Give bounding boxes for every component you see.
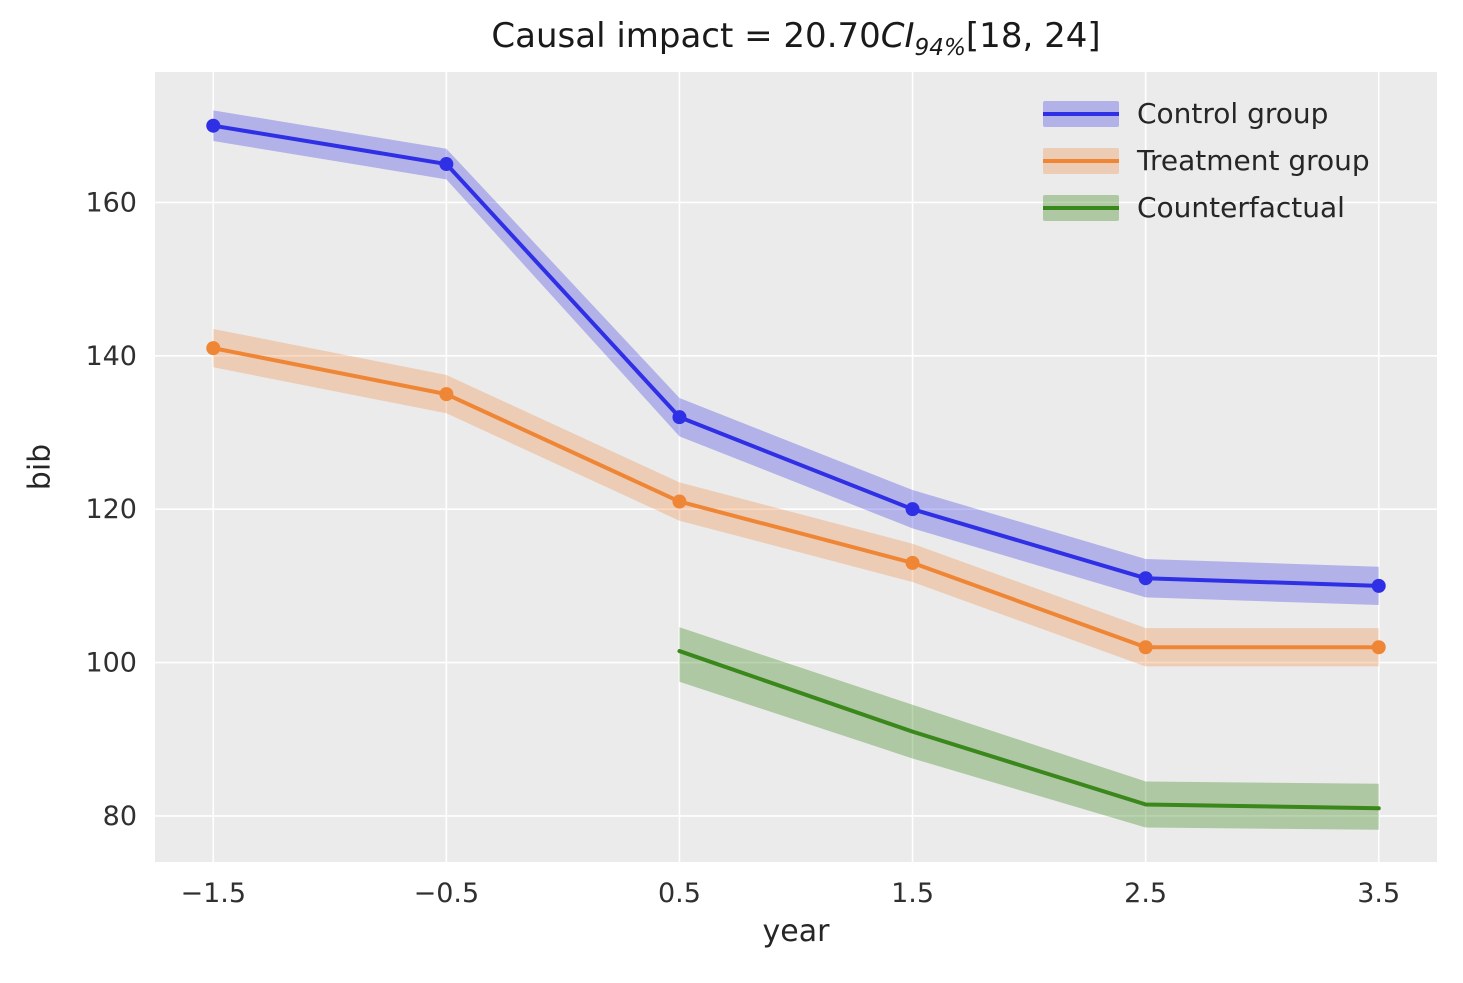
- data-point-control-group: [905, 502, 920, 517]
- data-point-control-group: [206, 118, 221, 133]
- legend-swatch-treatment-group: [1043, 147, 1119, 174]
- x-tick-label: −1.5: [180, 878, 246, 909]
- legend-item-treatment-group: Treatment group: [1043, 137, 1370, 184]
- x-axis-label: year: [762, 914, 830, 949]
- y-tick-label: 140: [85, 341, 137, 372]
- y-tick-label: 120: [85, 494, 137, 525]
- data-point-treatment-group: [1138, 640, 1153, 655]
- x-tick-label: 0.5: [658, 878, 701, 909]
- title-prefix: Causal impact = 20.70: [491, 16, 881, 56]
- y-tick-label: 80: [103, 801, 137, 832]
- x-tick-label: 1.5: [891, 878, 934, 909]
- title-suffix: [18, 24]: [965, 16, 1101, 56]
- legend-swatch-control-group: [1043, 100, 1119, 127]
- x-tick-label: 2.5: [1124, 878, 1167, 909]
- y-tick-label: 100: [85, 648, 137, 679]
- data-point-control-group: [672, 410, 687, 425]
- x-tick-label: −0.5: [414, 878, 480, 909]
- line-treatment-group: [211, 346, 1381, 650]
- line-swatch: [1043, 158, 1119, 163]
- y-tick-label: 160: [85, 187, 137, 218]
- data-point-treatment-group: [206, 341, 221, 356]
- legend-item-control-group: Control group: [1043, 90, 1370, 137]
- series-treatment-group: [206, 328, 1386, 667]
- confidence-band-treatment-group: [213, 328, 1379, 667]
- title-ci-subscript: 94%: [914, 34, 966, 61]
- data-point-control-group: [439, 157, 454, 172]
- chart-title: Causal impact = 20.70CI94%[18, 24]: [155, 16, 1437, 59]
- tick-labels: −1.5 −0.5 0.5 1.5 2.5 3.5 80 100 120 140 160: [85, 187, 1400, 909]
- confidence-band-counterfactual: [679, 627, 1379, 830]
- legend-item-counterfactual: Counterfactual: [1043, 184, 1370, 231]
- line-swatch: [1043, 111, 1119, 116]
- line-swatch: [1043, 205, 1119, 210]
- confidence-band-control-group: [213, 110, 1379, 606]
- series-control-group: [206, 110, 1386, 606]
- data-point-treatment-group: [439, 387, 454, 402]
- data-point-treatment-group: [905, 555, 920, 570]
- title-ci-symbol: CI: [880, 16, 915, 56]
- data-point-control-group: [1371, 578, 1386, 593]
- data-point-control-group: [1138, 571, 1153, 586]
- line-counterfactual: [677, 649, 1381, 811]
- series-counterfactual: [677, 627, 1381, 830]
- legend-label-treatment-group: Treatment group: [1137, 144, 1370, 177]
- legend-swatch-counterfactual: [1043, 194, 1119, 221]
- legend-label-control-group: Control group: [1137, 97, 1329, 130]
- axes-background: [155, 72, 1437, 862]
- line-control-group: [211, 123, 1381, 588]
- y-axis-label: bib: [22, 443, 58, 491]
- legend: Control group Treatment group Counterfac…: [1043, 90, 1370, 231]
- legend-label-counterfactual: Counterfactual: [1137, 191, 1345, 224]
- data-point-treatment-group: [672, 494, 687, 509]
- x-tick-label: 3.5: [1357, 878, 1400, 909]
- data-point-treatment-group: [1371, 640, 1386, 655]
